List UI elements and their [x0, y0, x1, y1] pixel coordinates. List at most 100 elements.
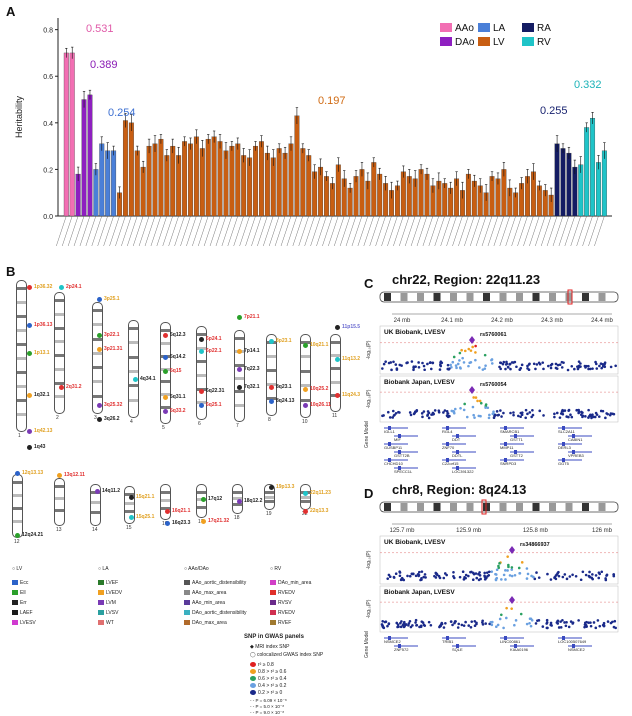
chromosome [300, 484, 311, 510]
cytoband [125, 510, 134, 514]
locus-label: 1q43 [34, 444, 45, 450]
genomic-axis-label: 24.2 mb [491, 318, 513, 324]
x-tick-stub [369, 215, 380, 247]
x-tick-stub [203, 215, 215, 247]
trait-marker [237, 499, 242, 504]
snp-point [505, 360, 508, 364]
x-tick-stub [298, 215, 309, 247]
locus-text: 18q12.2 [244, 498, 263, 504]
legend-swatch [270, 620, 276, 626]
x-tick-stub [404, 215, 416, 247]
locus-label: 1p13.1 [34, 350, 50, 356]
gene-exon [456, 450, 459, 454]
ideogram-band [499, 503, 507, 511]
x-tick-stub [428, 215, 440, 247]
snp-point [439, 360, 443, 363]
x-tick-stub [393, 215, 404, 247]
bar [122, 120, 128, 217]
bar [188, 143, 193, 217]
chromosome [12, 474, 23, 538]
x-tick-stub [387, 215, 398, 247]
snp-point [497, 564, 500, 568]
legend-item: DAo_min_area [270, 580, 311, 586]
snp-point [478, 571, 481, 574]
x-tick-stub [357, 215, 369, 247]
snp-point [494, 578, 498, 582]
x-tick-stub [475, 215, 487, 247]
snp-point [396, 625, 399, 629]
snp-point [439, 364, 443, 368]
chromosome [330, 334, 341, 412]
locus-label: 15q25.1 [136, 514, 154, 520]
panel-c-letter: C [364, 276, 374, 291]
snp-point [467, 624, 471, 627]
track-y-label: -log₁₀(P) [366, 550, 372, 569]
cytoband [91, 511, 100, 514]
genomic-axis-label: 125.8 mb [523, 528, 549, 534]
snp-point [483, 577, 487, 581]
group-heritability-label: 0.389 [90, 59, 118, 71]
snp-point [535, 571, 538, 574]
snp-point [500, 613, 503, 617]
trait-marker [163, 409, 168, 414]
legend-swatch [98, 600, 104, 606]
genomic-axis-label: 24.4 mb [591, 318, 613, 324]
snp-point [392, 414, 396, 417]
snp-point [404, 623, 408, 626]
snp-point [481, 619, 484, 623]
snp-point [474, 358, 477, 362]
snp-point [605, 573, 609, 577]
chromosome [92, 302, 103, 414]
r2-swatch [250, 662, 256, 668]
snp-point [603, 365, 607, 369]
locus-label: 1p36.32 [34, 284, 52, 290]
snp-legend-item: ◯ colocalized GWAS index SNP [250, 652, 324, 658]
gene-name: TRIB1 [442, 639, 454, 644]
cytoband [93, 366, 102, 370]
snp-point [562, 361, 565, 364]
locus-label: 16q21.1 [172, 508, 190, 514]
bar [205, 138, 211, 217]
cytoband [129, 355, 138, 359]
ideogram-band [483, 293, 490, 301]
snp-point [487, 416, 491, 420]
snp-point [508, 574, 512, 577]
x-tick-stub [304, 215, 315, 247]
x-tick-stub [168, 215, 179, 247]
legend-swatch [12, 590, 18, 596]
x-tick-stub [268, 215, 280, 247]
x-tick-stub [239, 215, 250, 247]
chromosome-number: 13 [56, 527, 62, 533]
snp-point [463, 575, 466, 579]
snp-point [462, 361, 466, 364]
legend-swatch [98, 620, 104, 626]
r2-legend-item: 0.6 > r² ≥ 0.4 [250, 676, 286, 682]
snp-point [584, 415, 587, 418]
snp-point [472, 396, 475, 399]
gene-name: DDT [452, 437, 461, 442]
snp-point [490, 362, 494, 365]
x-tick-stub [552, 215, 564, 247]
snp-point [585, 620, 588, 624]
trait-marker [133, 377, 138, 382]
locus-label: 7p14.1 [244, 348, 260, 354]
trait-marker [27, 323, 32, 328]
index-snp-marker [469, 336, 475, 344]
bar [424, 173, 430, 217]
gene-name: DDTL [452, 453, 463, 458]
legend-swatch [184, 620, 190, 626]
snp-point [386, 410, 390, 414]
panel-d-letter: D [364, 486, 374, 501]
lead-snp-label: rs5760061 [480, 332, 507, 338]
snp-point [526, 364, 529, 368]
snp-point [382, 414, 385, 417]
snp-point [464, 620, 467, 624]
group-heritability-label: 0.255 [540, 105, 568, 117]
cytoband [301, 500, 310, 504]
gene-name: MMP11 [500, 445, 514, 450]
x-tick-stub [434, 215, 445, 247]
snp-point [421, 415, 424, 419]
snp-point [460, 623, 464, 627]
ideogram-band [384, 293, 391, 301]
locus-label: 12q13.13 [22, 470, 43, 476]
